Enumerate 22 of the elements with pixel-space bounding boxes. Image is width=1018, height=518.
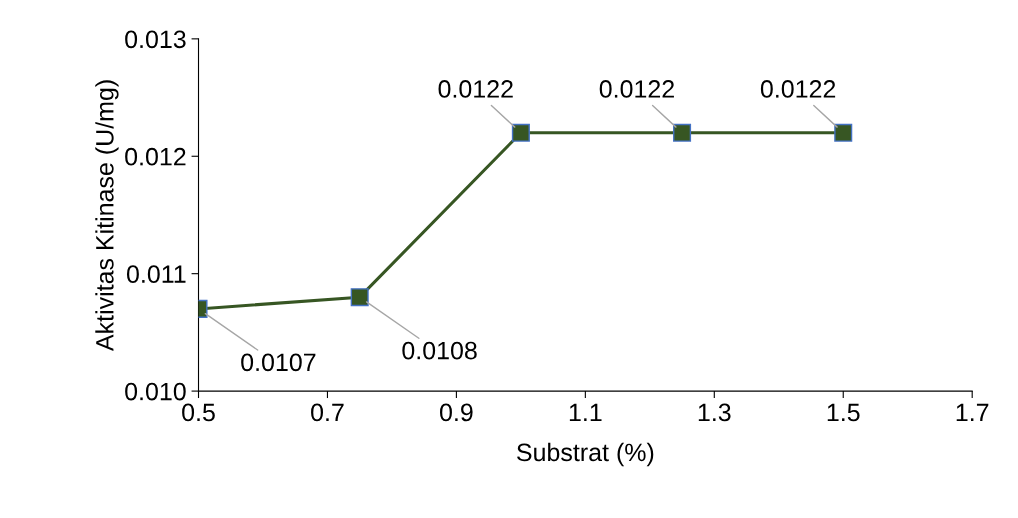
y-tick-label: 0.010	[125, 382, 186, 401]
y-axis-title: Aktivitas Kitinase (U/mg)	[95, 80, 119, 352]
point	[511, 123, 530, 142]
x-tick-label: 1.3	[698, 403, 731, 422]
point	[834, 123, 853, 142]
data-label: 0.0122	[760, 80, 836, 98]
data-label: 0.0122	[599, 80, 674, 98]
data-label: 0.0108	[402, 341, 477, 360]
data-label: 0.0122	[438, 80, 513, 98]
x-tick-label: 0.7	[311, 403, 344, 422]
y-tick-label: 0.013	[125, 30, 186, 49]
x-tick-label: 1.7	[956, 403, 989, 422]
x-tick-label: 1.5	[827, 403, 860, 422]
x-tick-label: 1.1	[569, 403, 602, 422]
data-label: 0.0107	[241, 353, 316, 372]
point	[350, 288, 369, 307]
y-tick-label: 0.011	[126, 265, 186, 283]
x-tick-label: 0.5	[182, 403, 215, 422]
point	[673, 123, 692, 142]
y-tick-label: 0.012	[125, 147, 186, 166]
x-axis-title: Substrat (%)	[517, 442, 654, 467]
x-tick-label: 0.9	[440, 403, 473, 422]
